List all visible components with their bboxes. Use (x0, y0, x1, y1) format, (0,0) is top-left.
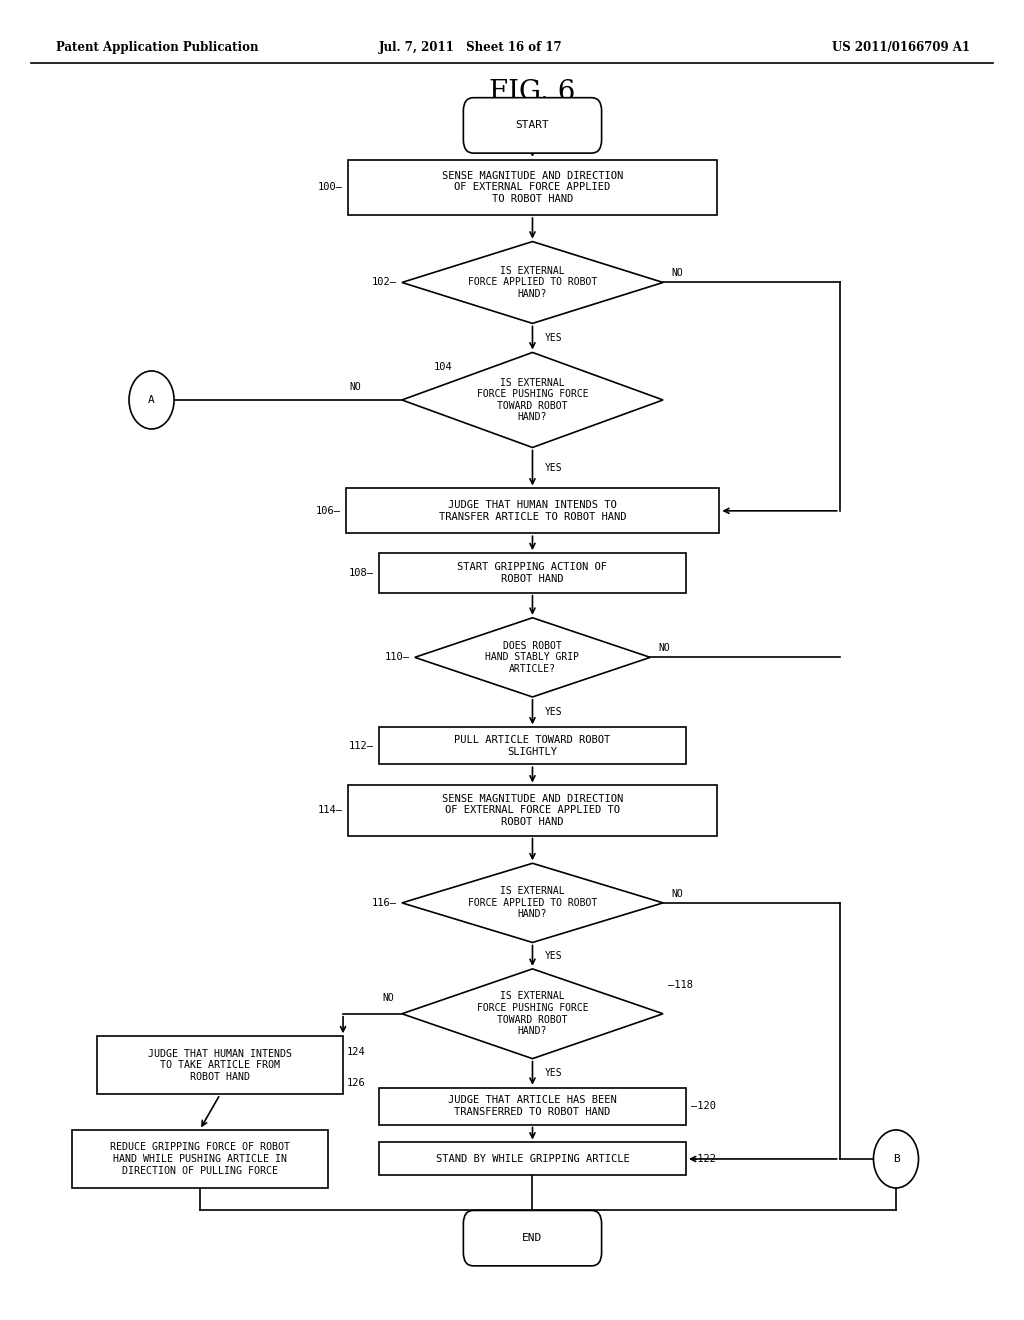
Polygon shape (401, 242, 664, 323)
Text: NO: NO (658, 643, 670, 653)
Text: 112—: 112— (349, 741, 374, 751)
Text: NO: NO (672, 268, 683, 279)
Text: 114—: 114— (318, 805, 343, 816)
Polygon shape (401, 352, 664, 447)
Text: PULL ARTICLE TOWARD ROBOT
SLIGHTLY: PULL ARTICLE TOWARD ROBOT SLIGHTLY (455, 735, 610, 756)
Polygon shape (401, 969, 664, 1059)
Text: 126: 126 (347, 1077, 366, 1088)
Text: 116—: 116— (372, 898, 397, 908)
Text: 124: 124 (347, 1047, 366, 1057)
Text: REDUCE GRIPPING FORCE OF ROBOT
HAND WHILE PUSHING ARTICLE IN
DIRECTION OF PULLIN: REDUCE GRIPPING FORCE OF ROBOT HAND WHIL… (110, 1142, 290, 1176)
Text: IS EXTERNAL
FORCE PUSHING FORCE
TOWARD ROBOT
HAND?: IS EXTERNAL FORCE PUSHING FORCE TOWARD R… (476, 378, 589, 422)
Text: YES: YES (545, 1068, 562, 1078)
Text: Patent Application Publication: Patent Application Publication (56, 41, 259, 54)
Polygon shape (401, 863, 664, 942)
Text: Jul. 7, 2011   Sheet 16 of 17: Jul. 7, 2011 Sheet 16 of 17 (379, 41, 563, 54)
Text: IS EXTERNAL
FORCE APPLIED TO ROBOT
HAND?: IS EXTERNAL FORCE APPLIED TO ROBOT HAND? (468, 265, 597, 300)
Text: IS EXTERNAL
FORCE PUSHING FORCE
TOWARD ROBOT
HAND?: IS EXTERNAL FORCE PUSHING FORCE TOWARD R… (476, 991, 589, 1036)
Bar (379, 727, 686, 764)
Text: SENSE MAGNITUDE AND DIRECTION
OF EXTERNAL FORCE APPLIED TO
ROBOT HAND: SENSE MAGNITUDE AND DIRECTION OF EXTERNA… (441, 793, 624, 828)
Bar (379, 553, 686, 593)
Bar (348, 785, 717, 836)
Text: YES: YES (545, 708, 562, 717)
Circle shape (873, 1130, 919, 1188)
Text: JUDGE THAT HUMAN INTENDS
TO TAKE ARTICLE FROM
ROBOT HAND: JUDGE THAT HUMAN INTENDS TO TAKE ARTICLE… (148, 1048, 292, 1082)
Text: START GRIPPING ACTION OF
ROBOT HAND: START GRIPPING ACTION OF ROBOT HAND (458, 562, 607, 583)
Text: 102—: 102— (372, 277, 397, 288)
Text: DOES ROBOT
HAND STABLY GRIP
ARTICLE?: DOES ROBOT HAND STABLY GRIP ARTICLE? (485, 640, 580, 675)
Bar (379, 1142, 686, 1175)
Bar (348, 160, 717, 215)
Text: IS EXTERNAL
FORCE APPLIED TO ROBOT
HAND?: IS EXTERNAL FORCE APPLIED TO ROBOT HAND? (468, 886, 597, 920)
Text: JUDGE THAT HUMAN INTENDS TO
TRANSFER ARTICLE TO ROBOT HAND: JUDGE THAT HUMAN INTENDS TO TRANSFER ART… (438, 500, 627, 521)
Text: 108—: 108— (349, 568, 374, 578)
Text: —122: —122 (691, 1154, 716, 1164)
Text: 104: 104 (433, 362, 453, 372)
Bar (97, 1036, 343, 1094)
Text: FIG. 6: FIG. 6 (489, 79, 575, 106)
Text: US 2011/0166709 A1: US 2011/0166709 A1 (833, 41, 970, 54)
Text: A: A (148, 395, 155, 405)
Text: 110—: 110— (385, 652, 410, 663)
Text: END: END (522, 1233, 543, 1243)
FancyBboxPatch shape (463, 1210, 602, 1266)
Text: YES: YES (545, 950, 562, 961)
Bar (346, 488, 719, 533)
Text: SENSE MAGNITUDE AND DIRECTION
OF EXTERNAL FORCE APPLIED
TO ROBOT HAND: SENSE MAGNITUDE AND DIRECTION OF EXTERNA… (441, 170, 624, 205)
Text: START: START (516, 120, 549, 131)
Text: 106—: 106— (315, 506, 340, 516)
Text: NO: NO (382, 993, 393, 1003)
Text: NO: NO (349, 381, 361, 392)
Text: B: B (893, 1154, 899, 1164)
Text: —118: —118 (668, 979, 693, 990)
Text: —120: —120 (691, 1101, 716, 1111)
Text: JUDGE THAT ARTICLE HAS BEEN
TRANSFERRED TO ROBOT HAND: JUDGE THAT ARTICLE HAS BEEN TRANSFERRED … (449, 1096, 616, 1117)
Text: YES: YES (545, 463, 562, 473)
Text: NO: NO (672, 888, 683, 899)
Bar (72, 1130, 328, 1188)
FancyBboxPatch shape (463, 98, 602, 153)
Polygon shape (415, 618, 650, 697)
Text: YES: YES (545, 333, 562, 343)
Text: 100—: 100— (318, 182, 343, 193)
Text: STAND BY WHILE GRIPPING ARTICLE: STAND BY WHILE GRIPPING ARTICLE (435, 1154, 630, 1164)
Bar (379, 1088, 686, 1125)
Circle shape (129, 371, 174, 429)
